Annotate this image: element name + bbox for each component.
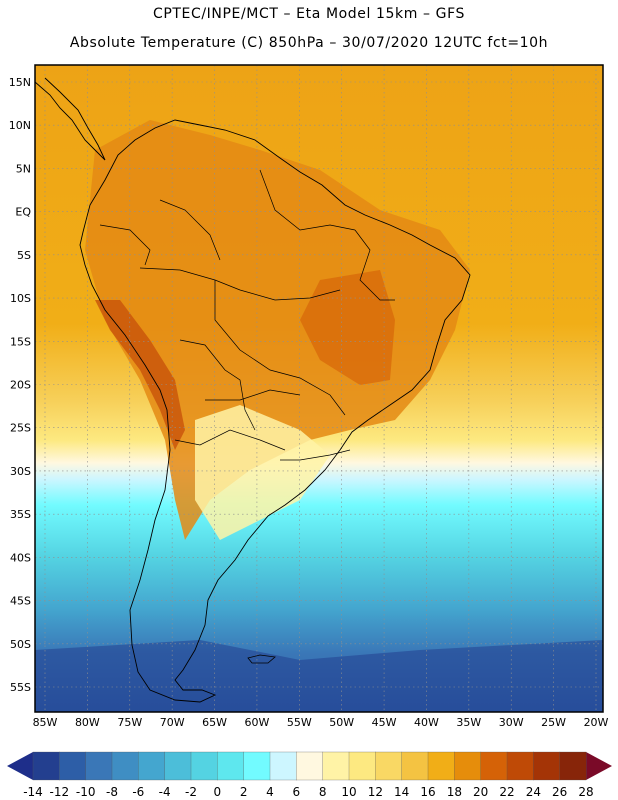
lat-label: 25S (10, 422, 31, 435)
colorbar-swatch (296, 751, 324, 781)
lon-label: 40W (414, 716, 439, 729)
lat-label: 35S (10, 508, 31, 521)
lon-label: 85W (33, 716, 58, 729)
colorbar: -14 -12 -10 -8 -6 -4 -2 0 2 4 6 8 10 12 14 16 18 20 22 24 26… (7, 751, 612, 799)
colorbar-tick-label: -8 (106, 785, 118, 799)
lat-label: 50S (10, 638, 31, 651)
lat-label: EQ (15, 206, 31, 219)
colorbar-swatch (480, 751, 508, 781)
lat-label: 40S (10, 551, 31, 564)
colorbar-tick-label: 16 (420, 785, 435, 799)
map-frame (34, 64, 604, 713)
colorbar-swatch (322, 751, 350, 781)
colorbar-swatch (243, 751, 271, 781)
lon-label: 25W (541, 716, 566, 729)
colorbar-left-cap (7, 752, 33, 780)
lon-label: 50W (329, 716, 354, 729)
colorbar-swatch (32, 751, 60, 781)
colorbar-swatch (533, 751, 561, 781)
coastline (79, 119, 471, 703)
lat-label: 55S (10, 681, 31, 694)
colorbar-right-cap (586, 752, 612, 780)
colorbar-swatch (138, 751, 166, 781)
latitude-labels: 15N 10N 5N EQ 5S 10S 15S 20S 25S 30S 35S 40S 45S 50S 5… (9, 76, 32, 694)
colorbar-tick-label: -6 (132, 785, 144, 799)
colorbar-tick-label: -4 (159, 785, 171, 799)
title-line-2: Absolute Temperature (C) 850hPa – 30/07/… (69, 35, 549, 51)
colorbar-tick-label: 26 (552, 785, 567, 799)
colorbar-swatch (190, 751, 218, 781)
map-field (35, 65, 603, 712)
colorbar-swatch (59, 751, 87, 781)
colorbar-swatch (111, 751, 139, 781)
colorbar-tick-label: 6 (293, 785, 301, 799)
hot-spot-brazil (300, 270, 395, 385)
colorbar-tick-label: -14 (23, 785, 43, 799)
lat-label: 45S (10, 595, 31, 608)
cold-south (35, 640, 603, 712)
colorbar-swatch (427, 751, 455, 781)
colorbar-tick-label: -10 (76, 785, 96, 799)
lon-label: 75W (117, 716, 142, 729)
falkland-islands (247, 654, 276, 664)
colorbar-swatch (348, 751, 376, 781)
country-borders (99, 169, 395, 461)
colorbar-tick-label: 22 (499, 785, 514, 799)
lon-label: 65W (202, 716, 227, 729)
lat-label: 10N (9, 119, 31, 132)
colorbar-tick-label: -12 (50, 785, 70, 799)
colorbar-swatch (401, 751, 429, 781)
colorbar-swatch (559, 751, 587, 781)
colorbar-tick-label: 2 (240, 785, 248, 799)
colorbar-tick-label: -2 (185, 785, 197, 799)
longitude-labels: 85W 80W 75W 70W 65W 60W 55W 50W 45W 40W 35W 30W 25W 2… (33, 716, 609, 729)
cool-south-la-plata (195, 405, 330, 540)
grid-lines (35, 65, 603, 712)
lon-label: 60W (244, 716, 269, 729)
colorbar-tick-label: 0 (214, 785, 222, 799)
colorbar-tick-label: 14 (394, 785, 409, 799)
lat-label: 10S (10, 292, 31, 305)
colorbar-tick-label: 28 (578, 785, 593, 799)
lon-label: 30W (499, 716, 524, 729)
colorbar-tick-label: 8 (319, 785, 327, 799)
colorbar-tick-label: 12 (368, 785, 383, 799)
lat-label: 15N (9, 76, 31, 89)
hot-spot-andes (95, 300, 185, 450)
colorbar-tick-label: 10 (341, 785, 356, 799)
colorbar-swatch (85, 751, 113, 781)
lon-label: 55W (287, 716, 312, 729)
lon-label: 20W (584, 716, 609, 729)
lon-label: 45W (372, 716, 397, 729)
lon-label: 35W (456, 716, 481, 729)
central-america (35, 77, 106, 161)
colorbar-swatch (269, 751, 297, 781)
colorbar-swatch (506, 751, 534, 781)
colorbar-tick-label: 18 (447, 785, 462, 799)
colorbar-tick-label: 4 (266, 785, 274, 799)
lat-label: 15S (10, 335, 31, 348)
lon-label: 70W (160, 716, 185, 729)
colorbar-swatch (217, 751, 245, 781)
colorbar-tick-label: 20 (473, 785, 488, 799)
lat-label: 5S (17, 249, 31, 262)
colorbar-swatch (164, 751, 192, 781)
lat-label: 20S (10, 379, 31, 392)
lat-label: 5N (16, 162, 31, 175)
title-line-1: CPTEC/INPE/MCT – Eta Model 15km – GFS (152, 6, 466, 22)
colorbar-swatch (454, 751, 482, 781)
lat-label: 30S (10, 465, 31, 478)
lon-label: 80W (75, 716, 100, 729)
colorbar-tick-label: 24 (526, 785, 541, 799)
colorbar-swatch (375, 751, 403, 781)
